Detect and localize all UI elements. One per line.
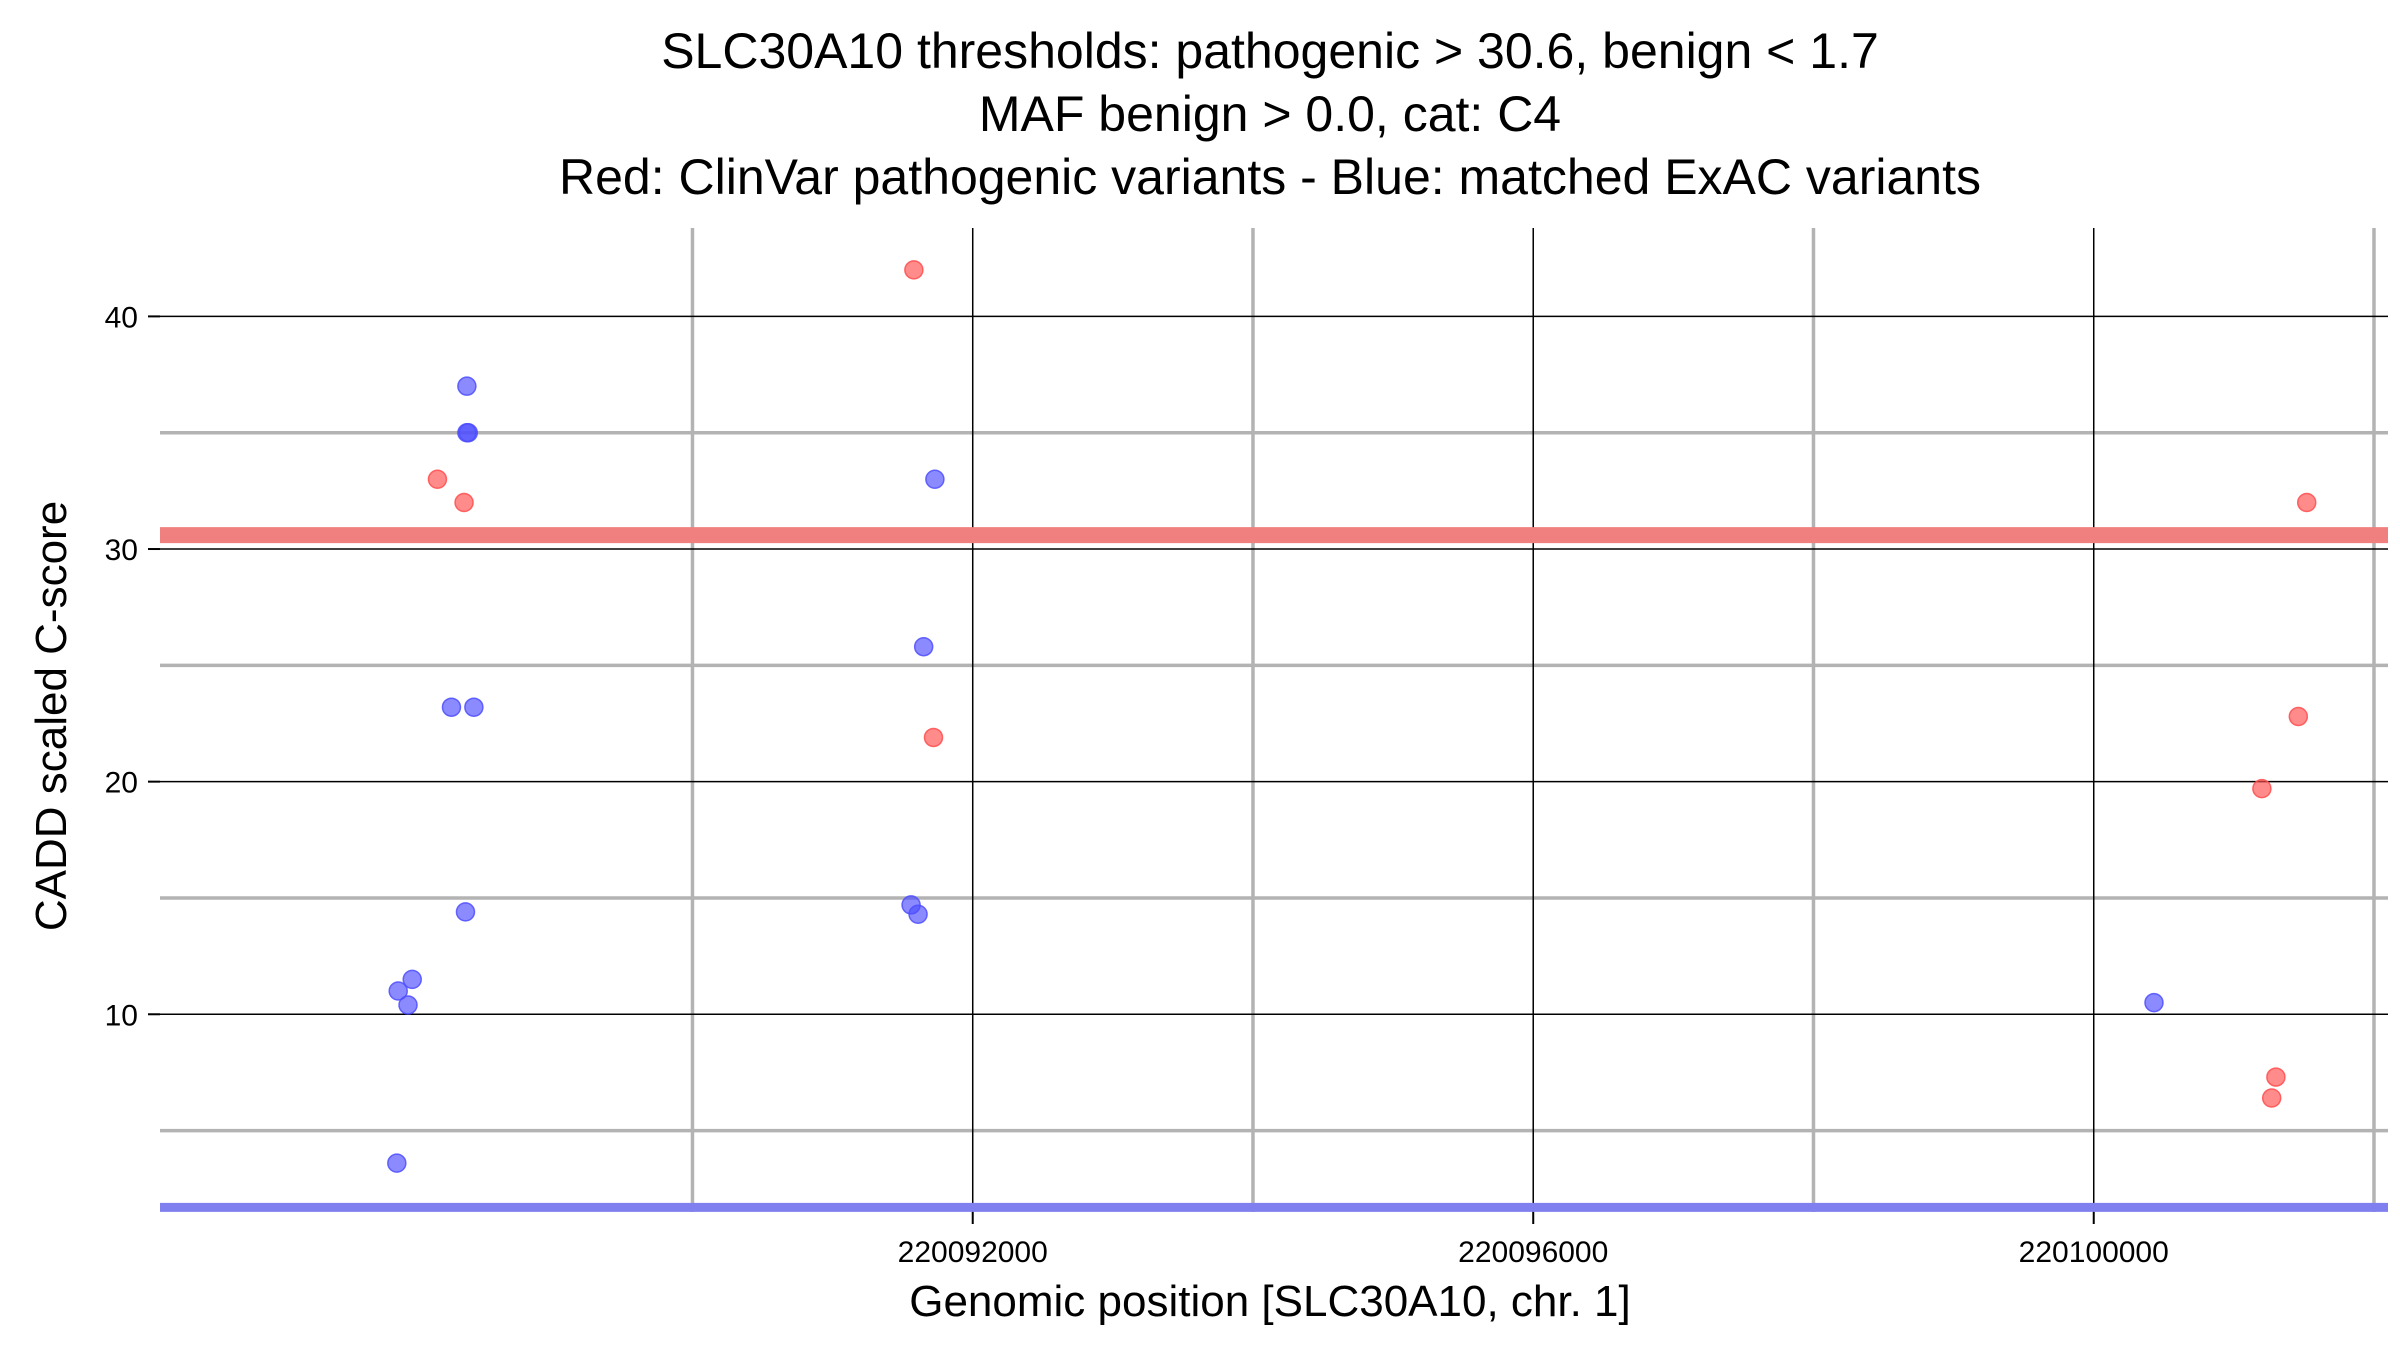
exac-point-8 bbox=[457, 376, 477, 396]
threshold-lines bbox=[160, 527, 2388, 1212]
x-tick-label-2: 220100000 bbox=[2019, 1236, 2169, 1269]
clinvar-point-3 bbox=[923, 727, 944, 748]
data-points bbox=[387, 260, 2317, 1173]
clinvar-point-0 bbox=[427, 469, 448, 489]
exac-point-9 bbox=[464, 697, 484, 717]
y-tick-label-2: 30 bbox=[105, 534, 138, 567]
title-line-1: SLC30A10 thresholds: pathogenic > 30.6, … bbox=[661, 23, 1879, 79]
y-tick-label-1: 20 bbox=[105, 767, 138, 800]
exac-point-3 bbox=[402, 969, 422, 990]
axis-ticks: 10 20 30 40 220092000 220096000 220100000 bbox=[105, 301, 2169, 1269]
clinvar-point-8 bbox=[2296, 492, 2317, 513]
exac-point-2 bbox=[398, 995, 418, 1015]
x-tick-label-1: 220096000 bbox=[1458, 1236, 1608, 1269]
minor-gridlines bbox=[160, 228, 2388, 1212]
exac-point-11 bbox=[908, 904, 928, 924]
title-line-3: Red: ClinVar pathogenic variants - Blue:… bbox=[559, 149, 1981, 205]
y-axis-title: CADD scaled C-score bbox=[27, 501, 76, 931]
exac-point-0 bbox=[387, 1153, 407, 1173]
clinvar-point-5 bbox=[2261, 1088, 2282, 1108]
exac-point-5 bbox=[455, 902, 476, 922]
clinvar-point-4 bbox=[2252, 778, 2272, 799]
clinvar-point-7 bbox=[2288, 706, 2309, 727]
title-line-2: MAF benign > 0.0, cat: C4 bbox=[979, 86, 1561, 142]
exac-point-7 bbox=[458, 422, 479, 443]
exac-point-14 bbox=[2144, 992, 2164, 1013]
exac-point-1 bbox=[388, 981, 408, 1001]
x-axis-title: Genomic position [SLC30A10, chr. 1] bbox=[909, 1277, 1631, 1326]
clinvar-point-2 bbox=[904, 260, 924, 280]
exac-point-4 bbox=[441, 697, 462, 717]
clinvar-point-6 bbox=[2266, 1067, 2286, 1087]
exac-point-12 bbox=[913, 636, 934, 657]
chart-title: SLC30A10 thresholds: pathogenic > 30.6, … bbox=[559, 23, 1981, 205]
exac-point-13 bbox=[925, 469, 945, 489]
clinvar-point-1 bbox=[454, 492, 474, 513]
major-gridlines bbox=[160, 228, 2388, 1212]
y-tick-label-3: 40 bbox=[105, 301, 138, 334]
y-tick-label-0: 10 bbox=[105, 999, 138, 1032]
x-tick-label-0: 220092000 bbox=[898, 1236, 1048, 1269]
